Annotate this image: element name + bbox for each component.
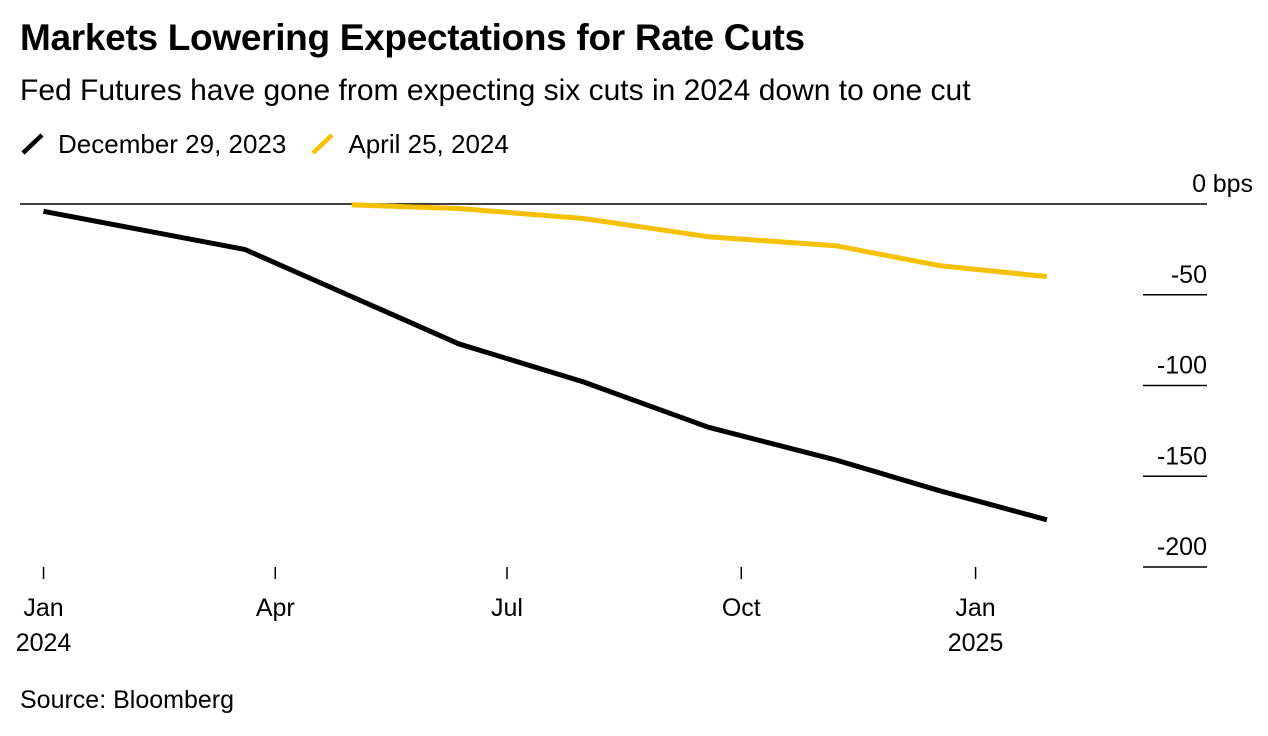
y-unit-label: bps — [1213, 170, 1253, 198]
y-tick-label: -50 — [1171, 261, 1207, 289]
chart-source: Source: Bloomberg — [20, 686, 235, 714]
series-line-april — [351, 202, 1048, 280]
x-tick-label: Jul — [491, 594, 523, 622]
legend-label-december: December 29, 2023 — [58, 128, 287, 159]
legend-swatch-december-icon — [21, 133, 44, 155]
y-tick-label: -200 — [1157, 533, 1207, 561]
y-tick-label: 0 — [1192, 170, 1206, 198]
x-tick-label: Apr — [256, 594, 295, 622]
y-axis: 0 bps -50 -100 -150 -200 — [20, 170, 1253, 568]
series-layer — [43, 202, 1048, 523]
x-tick-label: Jan — [23, 594, 63, 622]
chart-legend: December 29, 2023 April 25, 2024 — [20, 124, 533, 164]
chart-title: Markets Lowering Expectations for Rate C… — [20, 17, 805, 58]
x-axis: Jan 2024 Apr Jul Oct Jan 2025 — [16, 567, 1004, 657]
x-tick-label: Oct — [722, 594, 761, 622]
x-tick-sublabel: 2025 — [948, 629, 1004, 657]
x-tick-label: Jan — [955, 594, 995, 622]
y-tick-label: -100 — [1157, 352, 1207, 380]
legend-item-december: December 29, 2023 — [20, 129, 286, 160]
chart-subtitle: Fed Futures have gone from expecting six… — [20, 74, 971, 107]
legend-item-april: April 25, 2024 — [310, 128, 509, 160]
legend-swatch-april-icon — [311, 133, 334, 155]
series-line-december — [43, 208, 1048, 523]
x-tick-sublabel: 2024 — [16, 629, 72, 657]
y-tick-label: -150 — [1157, 442, 1207, 470]
legend-label-april: April 25, 2024 — [348, 128, 509, 159]
